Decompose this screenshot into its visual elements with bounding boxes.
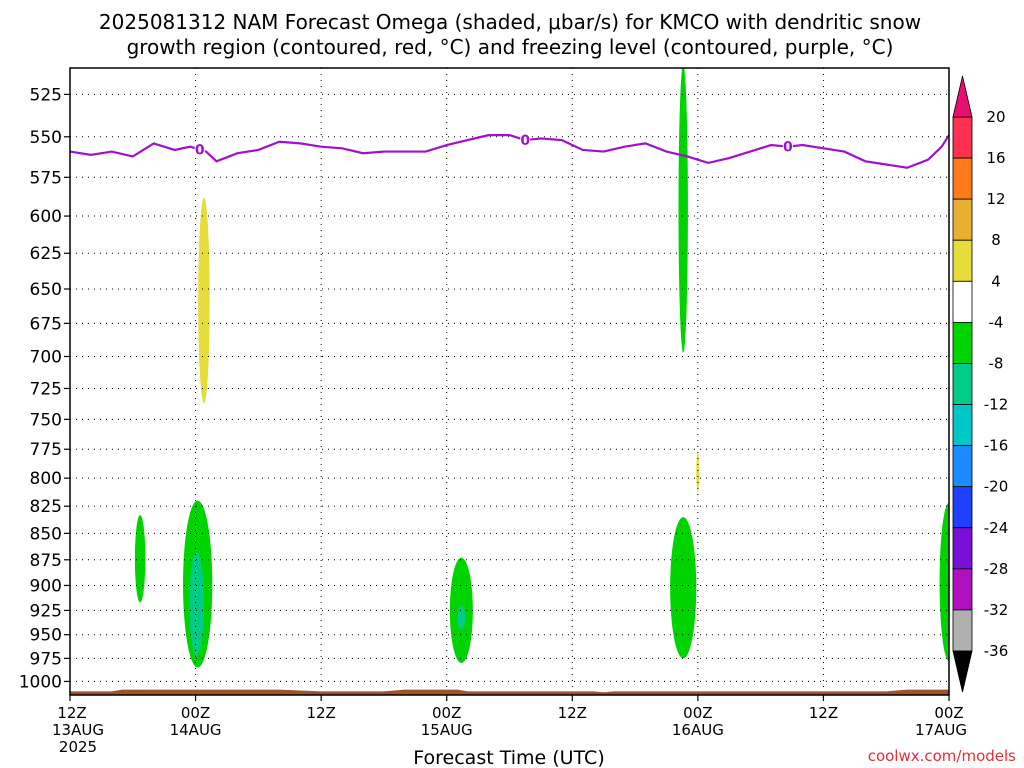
x-tick-label: 00Z [181,704,210,722]
colorbar-segment [952,198,973,241]
y-tick-label: 625 [30,244,62,264]
colorbar-label: 12 [986,190,1005,208]
freezing-label-bg-2 [782,138,793,155]
colorbar-label: 4 [991,272,1001,290]
y-tick-label: 825 [30,497,62,517]
y-tick-label: 975 [30,649,62,669]
colorbar-label: 16 [986,149,1005,167]
surface-band [70,689,949,695]
colorbar-label: -4 [989,313,1004,331]
x-tick-label: 15AUG [421,721,473,739]
plot-frame [69,67,950,696]
x-tick-label: 12Z [558,704,587,722]
x-tick-label: 2025 [59,738,97,756]
colorbar-label: -8 [989,354,1004,372]
colorbar-segment [952,486,973,529]
x-tick-label: 00Z [432,704,461,722]
colorbar-label: -32 [984,601,1009,619]
y-tick-label: 675 [30,314,62,334]
x-tick-label: 17AUG [915,721,967,739]
y-tick-label: 650 [30,280,62,300]
y-axis: 525 550 575 600 625 650 675 700 725 750 775 800 825 8… [19,85,70,692]
colorbar-segment [952,363,973,405]
colorbar-segment [952,280,973,323]
colorbar-label: -36 [984,642,1009,660]
omega-shading [134,68,949,668]
credit-text: coolwx.com/models [868,747,1016,765]
colorbar-bottom-arrow [952,650,973,693]
x-tick-label: 12Z [306,704,335,722]
freezing-label-bg-0 [194,141,205,158]
colorbar-label: -24 [984,519,1009,537]
colorbar-label: 8 [991,231,1001,249]
x-tick-label: 16AUG [672,721,724,739]
colorbar-label: -12 [984,396,1009,414]
colorbar: 20 16 12 8 4 -4 -8 -12 -16 -20 -24 -28 -32 -36 [952,75,1009,693]
omega-area-teal-2 [189,552,204,656]
y-tick-label: 525 [30,85,62,105]
y-tick-label: 900 [30,576,62,596]
y-tick-label: 800 [30,469,62,489]
colorbar-label: 20 [986,108,1005,126]
omega-area-yellow-8 [696,452,700,492]
y-tick-label: 725 [30,379,62,399]
y-tick-label: 925 [30,601,62,621]
colorbar-label: -28 [984,560,1009,578]
grid [70,68,950,695]
omega-area-green-9 [939,502,949,662]
freezing-level-label: 0 [520,133,530,149]
x-tick-label: 12Z [57,704,86,722]
colorbar-segment [952,157,973,200]
colorbar-segment [952,527,973,570]
y-tick-label: 575 [30,168,62,188]
colorbar-segment [952,404,973,447]
omega-area-yellow-3 [198,197,210,404]
y-tick-label: 850 [30,524,62,544]
x-tick-label: 00Z [934,704,963,722]
colorbar-segment [952,568,973,611]
x-tick-label: 13AUG [52,721,104,739]
colorbar-segment [952,116,973,159]
colorbar-segment [952,239,973,282]
chart-title-line-1: 2025081312 NAM Forecast Omega (shaded, μ… [99,10,921,34]
omega-area-teal-5 [457,605,466,630]
y-tick-label: 550 [30,128,62,148]
surface-terrain [70,689,949,695]
y-tick-label: 750 [30,410,62,430]
x-tick-label: 00Z [683,704,712,722]
y-tick-label: 600 [30,207,62,227]
x-axis-title: Forecast Time (UTC) [413,747,604,768]
colorbar-label: -20 [984,478,1009,496]
y-tick-label: 950 [30,626,62,646]
colorbar-segment [952,609,973,652]
omega-area-green-0 [134,514,146,603]
freezing-level-label: 0 [783,140,793,156]
freezing-label-bg-1 [520,132,531,149]
x-tick-label: 12Z [809,704,838,722]
omega-area-green-7 [670,517,697,659]
colorbar-segment [952,321,973,364]
y-tick-label: 700 [30,347,62,367]
colorbar-top-arrow [952,75,973,118]
colorbar-segment [952,445,973,488]
chart-title-line-2: growth region (contoured, red, °C) and f… [127,35,894,59]
y-tick-label: 875 [30,551,62,571]
freezing-level-contour: 0 0 0 [69,132,950,169]
colorbar-label: -16 [984,437,1009,455]
freezing-level-label: 0 [195,143,205,159]
x-tick-label: 14AUG [170,721,222,739]
y-tick-label: 1000 [19,672,62,692]
omega-area-green-6 [678,68,688,353]
y-tick-label: 775 [30,440,62,460]
